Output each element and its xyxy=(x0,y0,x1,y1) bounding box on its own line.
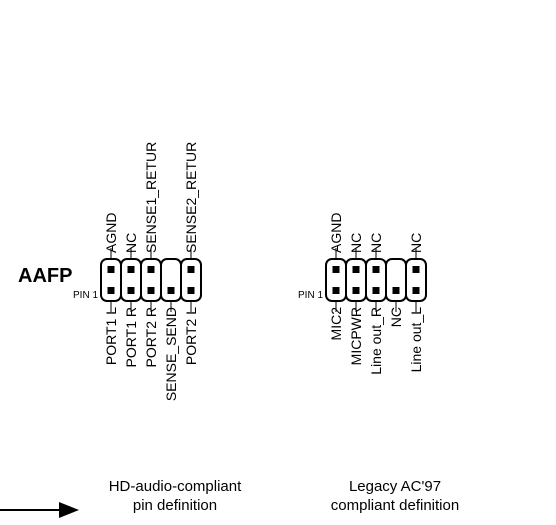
hd-pin-col: NCPORT1 R xyxy=(120,258,140,302)
pin-label-bottom: PORT2 R xyxy=(143,307,159,367)
pin-pair: NCLine out_R xyxy=(365,258,387,302)
pin-label-bottom: Line out_R xyxy=(368,307,384,375)
ac97-pin-col: NCMICPWR xyxy=(345,258,365,302)
pin-pair: SENSE_SEND xyxy=(160,258,182,302)
pin-label-top: NC xyxy=(368,233,384,253)
arrow-icon xyxy=(0,500,90,520)
pin-label-bottom: MIC2 xyxy=(328,307,344,340)
hd-pin-col: SENSE2_RETURPORT2 L xyxy=(180,258,200,302)
ac97-pin1-label: PIN 1 xyxy=(298,290,323,301)
hd-pin-col: AGNDPORT1 L xyxy=(100,258,120,302)
diagram-container: AAFP AGNDPORT1 LNCPORT1 RSENSE1_RETURPOR… xyxy=(0,0,556,525)
pin-pair: NCPORT1 R xyxy=(120,258,142,302)
ac97-pin-col: NCLine out_L xyxy=(405,258,425,302)
pin-pair: AGNDPORT1 L xyxy=(100,258,122,302)
pin-label-bottom: SENSE_SEND xyxy=(163,307,179,401)
pin-label-top: AGND xyxy=(103,213,119,253)
hd-caption: HD-audio-compliantpin definition xyxy=(85,478,265,516)
pin-label-bottom: PORT1 R xyxy=(123,307,139,367)
pin-label-bottom: Line out_L xyxy=(408,307,424,372)
pin-label-bottom: MICPWR xyxy=(348,307,364,365)
pin-pair: SENSE1_RETURPORT2 R xyxy=(140,258,162,302)
ac97-pin-col: NC xyxy=(385,258,405,302)
hd-pin-header: AGNDPORT1 LNCPORT1 RSENSE1_RETURPORT2 RS… xyxy=(100,258,200,302)
pin-pair: NCMICPWR xyxy=(345,258,367,302)
hd-pin-col: SENSE_SEND xyxy=(160,258,180,302)
pin-label-top: NC xyxy=(408,233,424,253)
aafp-label: AAFP xyxy=(18,265,72,288)
pin-label-bottom: PORT2 L xyxy=(183,307,199,365)
ac97-pin-col: AGNDMIC2 xyxy=(325,258,345,302)
ac97-caption: Legacy AC'97compliant definition xyxy=(300,478,490,516)
pin-label-bottom: PORT1 L xyxy=(103,307,119,365)
hd-pin1-label: PIN 1 xyxy=(73,290,98,301)
pin-label-top: SENSE1_RETUR xyxy=(143,142,159,253)
ac97-pin-col: NCLine out_R xyxy=(365,258,385,302)
hd-pin-col: SENSE1_RETURPORT2 R xyxy=(140,258,160,302)
pin-pair: NCLine out_L xyxy=(405,258,427,302)
ac97-pin-header: AGNDMIC2NCMICPWRNCLine out_RNCNCLine out… xyxy=(325,258,425,302)
pin-pair: NC xyxy=(385,258,407,302)
pin-label-top: SENSE2_RETUR xyxy=(183,142,199,253)
pin-pair: AGNDMIC2 xyxy=(325,258,347,302)
pin-pair: SENSE2_RETURPORT2 L xyxy=(180,258,202,302)
pin-label-top: NC xyxy=(123,233,139,253)
pin-label-top: AGND xyxy=(328,213,344,253)
pin-label-bottom: NC xyxy=(388,307,404,327)
pin-label-top: NC xyxy=(348,233,364,253)
